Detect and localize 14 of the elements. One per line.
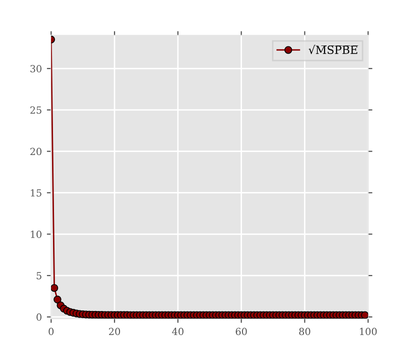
y-tick-label: 0	[36, 313, 42, 321]
x-tick-label: 20	[108, 328, 120, 336]
y-tick-label: 10	[30, 230, 42, 238]
y-tick-label: 5	[36, 272, 42, 280]
y-tick-label: 25	[30, 106, 42, 114]
y-tick-label: 20	[30, 148, 42, 156]
legend-label: √M̅S̅P̅B̅E̅	[308, 44, 358, 54]
x-tick-label: 100	[360, 328, 377, 336]
x-tick-label: 80	[299, 328, 310, 336]
y-tick-label: 15	[30, 189, 42, 197]
x-tick-label: 40	[172, 328, 184, 336]
y-tick-label: 30	[30, 65, 42, 72]
x-tick-label: 0	[48, 328, 54, 336]
x-tick-label: 60	[236, 328, 247, 336]
